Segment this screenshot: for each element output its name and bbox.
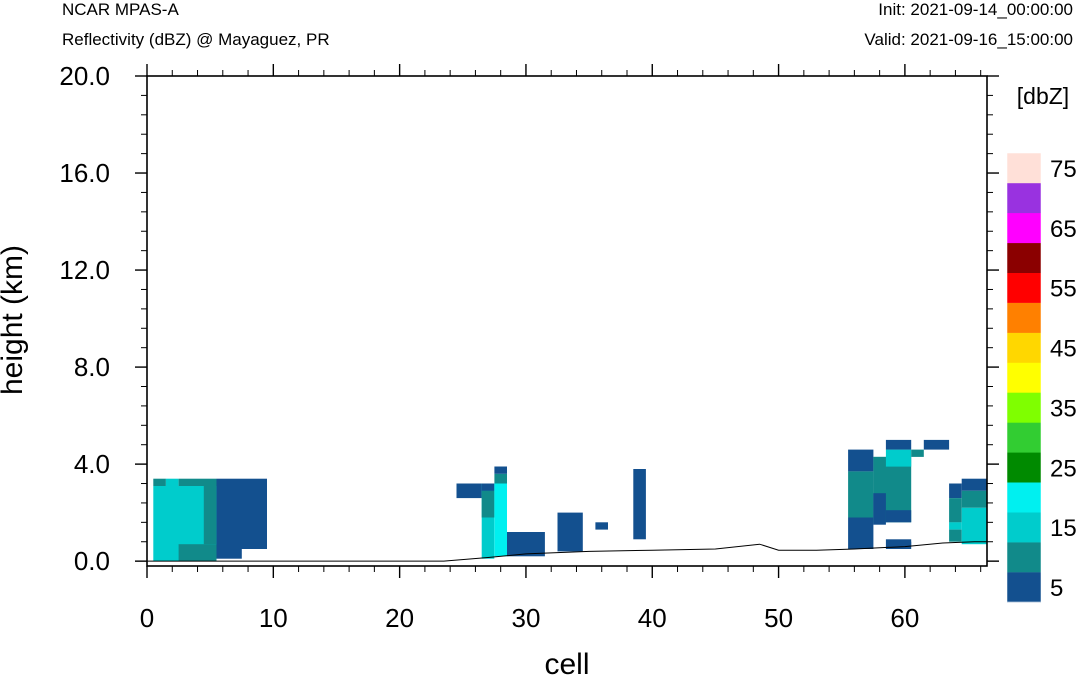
reflectivity-cell xyxy=(949,522,962,530)
reflectivity-cell xyxy=(961,490,987,508)
reflectivity-cell xyxy=(507,532,545,557)
y-tick-label: 4.0 xyxy=(74,449,110,479)
colorbar: 5 15 25 35 45 55 65 75 xyxy=(1006,152,1077,603)
colorbar-swatch xyxy=(1007,482,1041,513)
colorbar-swatch xyxy=(1007,272,1041,303)
reflectivity-cell xyxy=(885,510,912,523)
y-tick-label: 8.0 xyxy=(74,352,110,382)
reflectivity-cell xyxy=(494,483,507,557)
plot-description: Reflectivity (dBZ) @ Mayaguez, PR xyxy=(62,30,330,49)
reflectivity-cell xyxy=(494,473,507,484)
reflectivity-cell xyxy=(165,478,179,486)
x-tick-label: 10 xyxy=(259,603,288,633)
x-tick-label: 50 xyxy=(764,603,793,633)
y-tick-label: 12.0 xyxy=(59,255,110,285)
y-axis-label: height (km) xyxy=(0,245,29,395)
reflectivity-cell xyxy=(961,478,987,491)
colorbar-swatch xyxy=(1007,212,1041,244)
colorbar-swatch xyxy=(1007,302,1041,333)
reflectivity-cell xyxy=(481,490,495,518)
reflectivity-cell xyxy=(885,449,912,467)
terrain-polyline xyxy=(147,541,987,562)
y-tick-label: 20.0 xyxy=(59,61,110,91)
reflectivity-cell xyxy=(216,478,267,549)
colorbar-title: [dbZ] xyxy=(1017,83,1069,109)
x-tick-label: 0 xyxy=(140,603,154,633)
colorbar-tick-label: 15 xyxy=(1050,515,1077,542)
colorbar-tick-label: 35 xyxy=(1050,395,1077,422)
colorbar-swatch xyxy=(1007,332,1041,363)
reflectivity-cell xyxy=(949,483,962,499)
axis-ticks: 0 10 20 30 40 50 60 0.0 4.0 8.0 12.0 16.0 20.0 xyxy=(59,61,999,633)
x-tick-label: 60 xyxy=(890,603,919,633)
reflectivity-cell xyxy=(481,483,495,491)
y-tick-label: 16.0 xyxy=(59,158,110,188)
reflectivity-cell xyxy=(595,522,608,530)
colorbar-swatch xyxy=(1007,392,1041,423)
reflectivity-cell xyxy=(178,544,217,562)
init-time: Init: 2021-09-14_00:00:00 xyxy=(878,0,1073,19)
reflectivity-cell xyxy=(949,529,962,542)
reflectivity-cell xyxy=(494,466,507,474)
colorbar-tick-label: 75 xyxy=(1050,156,1077,183)
reflectivity-cell xyxy=(848,449,874,472)
reflectivity-cell xyxy=(885,539,912,549)
reflectivity-cell xyxy=(961,507,987,545)
reflectivity-cell xyxy=(178,478,217,486)
reflectivity-cell xyxy=(848,471,874,518)
model-name: NCAR MPAS-A xyxy=(62,0,179,19)
colorbar-tick-label: 5 xyxy=(1050,575,1063,602)
terrain-line xyxy=(147,541,987,562)
valid-time: Valid: 2021-09-16_15:00:00 xyxy=(864,30,1073,49)
x-tick-label: 20 xyxy=(385,603,414,633)
reflectivity-cell xyxy=(848,517,874,549)
reflectivity-cell xyxy=(633,469,646,540)
reflectivity-cell xyxy=(923,439,950,450)
reflectivity-cell xyxy=(216,549,242,559)
colorbar-tick-label: 25 xyxy=(1050,455,1077,482)
colorbar-swatch xyxy=(1007,512,1041,543)
colorbar-swatch xyxy=(1007,153,1041,184)
reflectivity-cell xyxy=(203,486,217,545)
colorbar-swatch xyxy=(1007,452,1041,483)
reflectivity-cell xyxy=(153,478,166,486)
reflectivity-cell xyxy=(911,449,924,457)
colorbar-tick-label: 45 xyxy=(1050,336,1077,363)
y-tick-label: 0.0 xyxy=(74,546,110,576)
plot-frame xyxy=(146,75,988,567)
colorbar-swatch xyxy=(1007,422,1041,453)
x-tick-label: 30 xyxy=(511,603,540,633)
colorbar-swatch xyxy=(1007,362,1041,393)
colorbar-border xyxy=(1006,152,1042,603)
x-tick-label: 40 xyxy=(638,603,667,633)
reflectivity-cell xyxy=(456,483,482,499)
colorbar-tick-label: 65 xyxy=(1050,216,1077,243)
colorbar-swatch xyxy=(1007,242,1041,273)
colorbar-tick-label: 55 xyxy=(1050,276,1077,303)
x-axis-label: cell xyxy=(544,648,589,677)
reflectivity-cell xyxy=(949,498,962,523)
colorbar-swatch xyxy=(1007,542,1041,573)
reflectivity-cell xyxy=(885,439,912,450)
reflectivity-cell xyxy=(873,493,886,525)
reflectivity-cells xyxy=(153,439,987,562)
colorbar-swatch xyxy=(1007,572,1041,603)
reflectivity-cell xyxy=(557,512,583,552)
colorbar-swatch xyxy=(1007,182,1041,214)
